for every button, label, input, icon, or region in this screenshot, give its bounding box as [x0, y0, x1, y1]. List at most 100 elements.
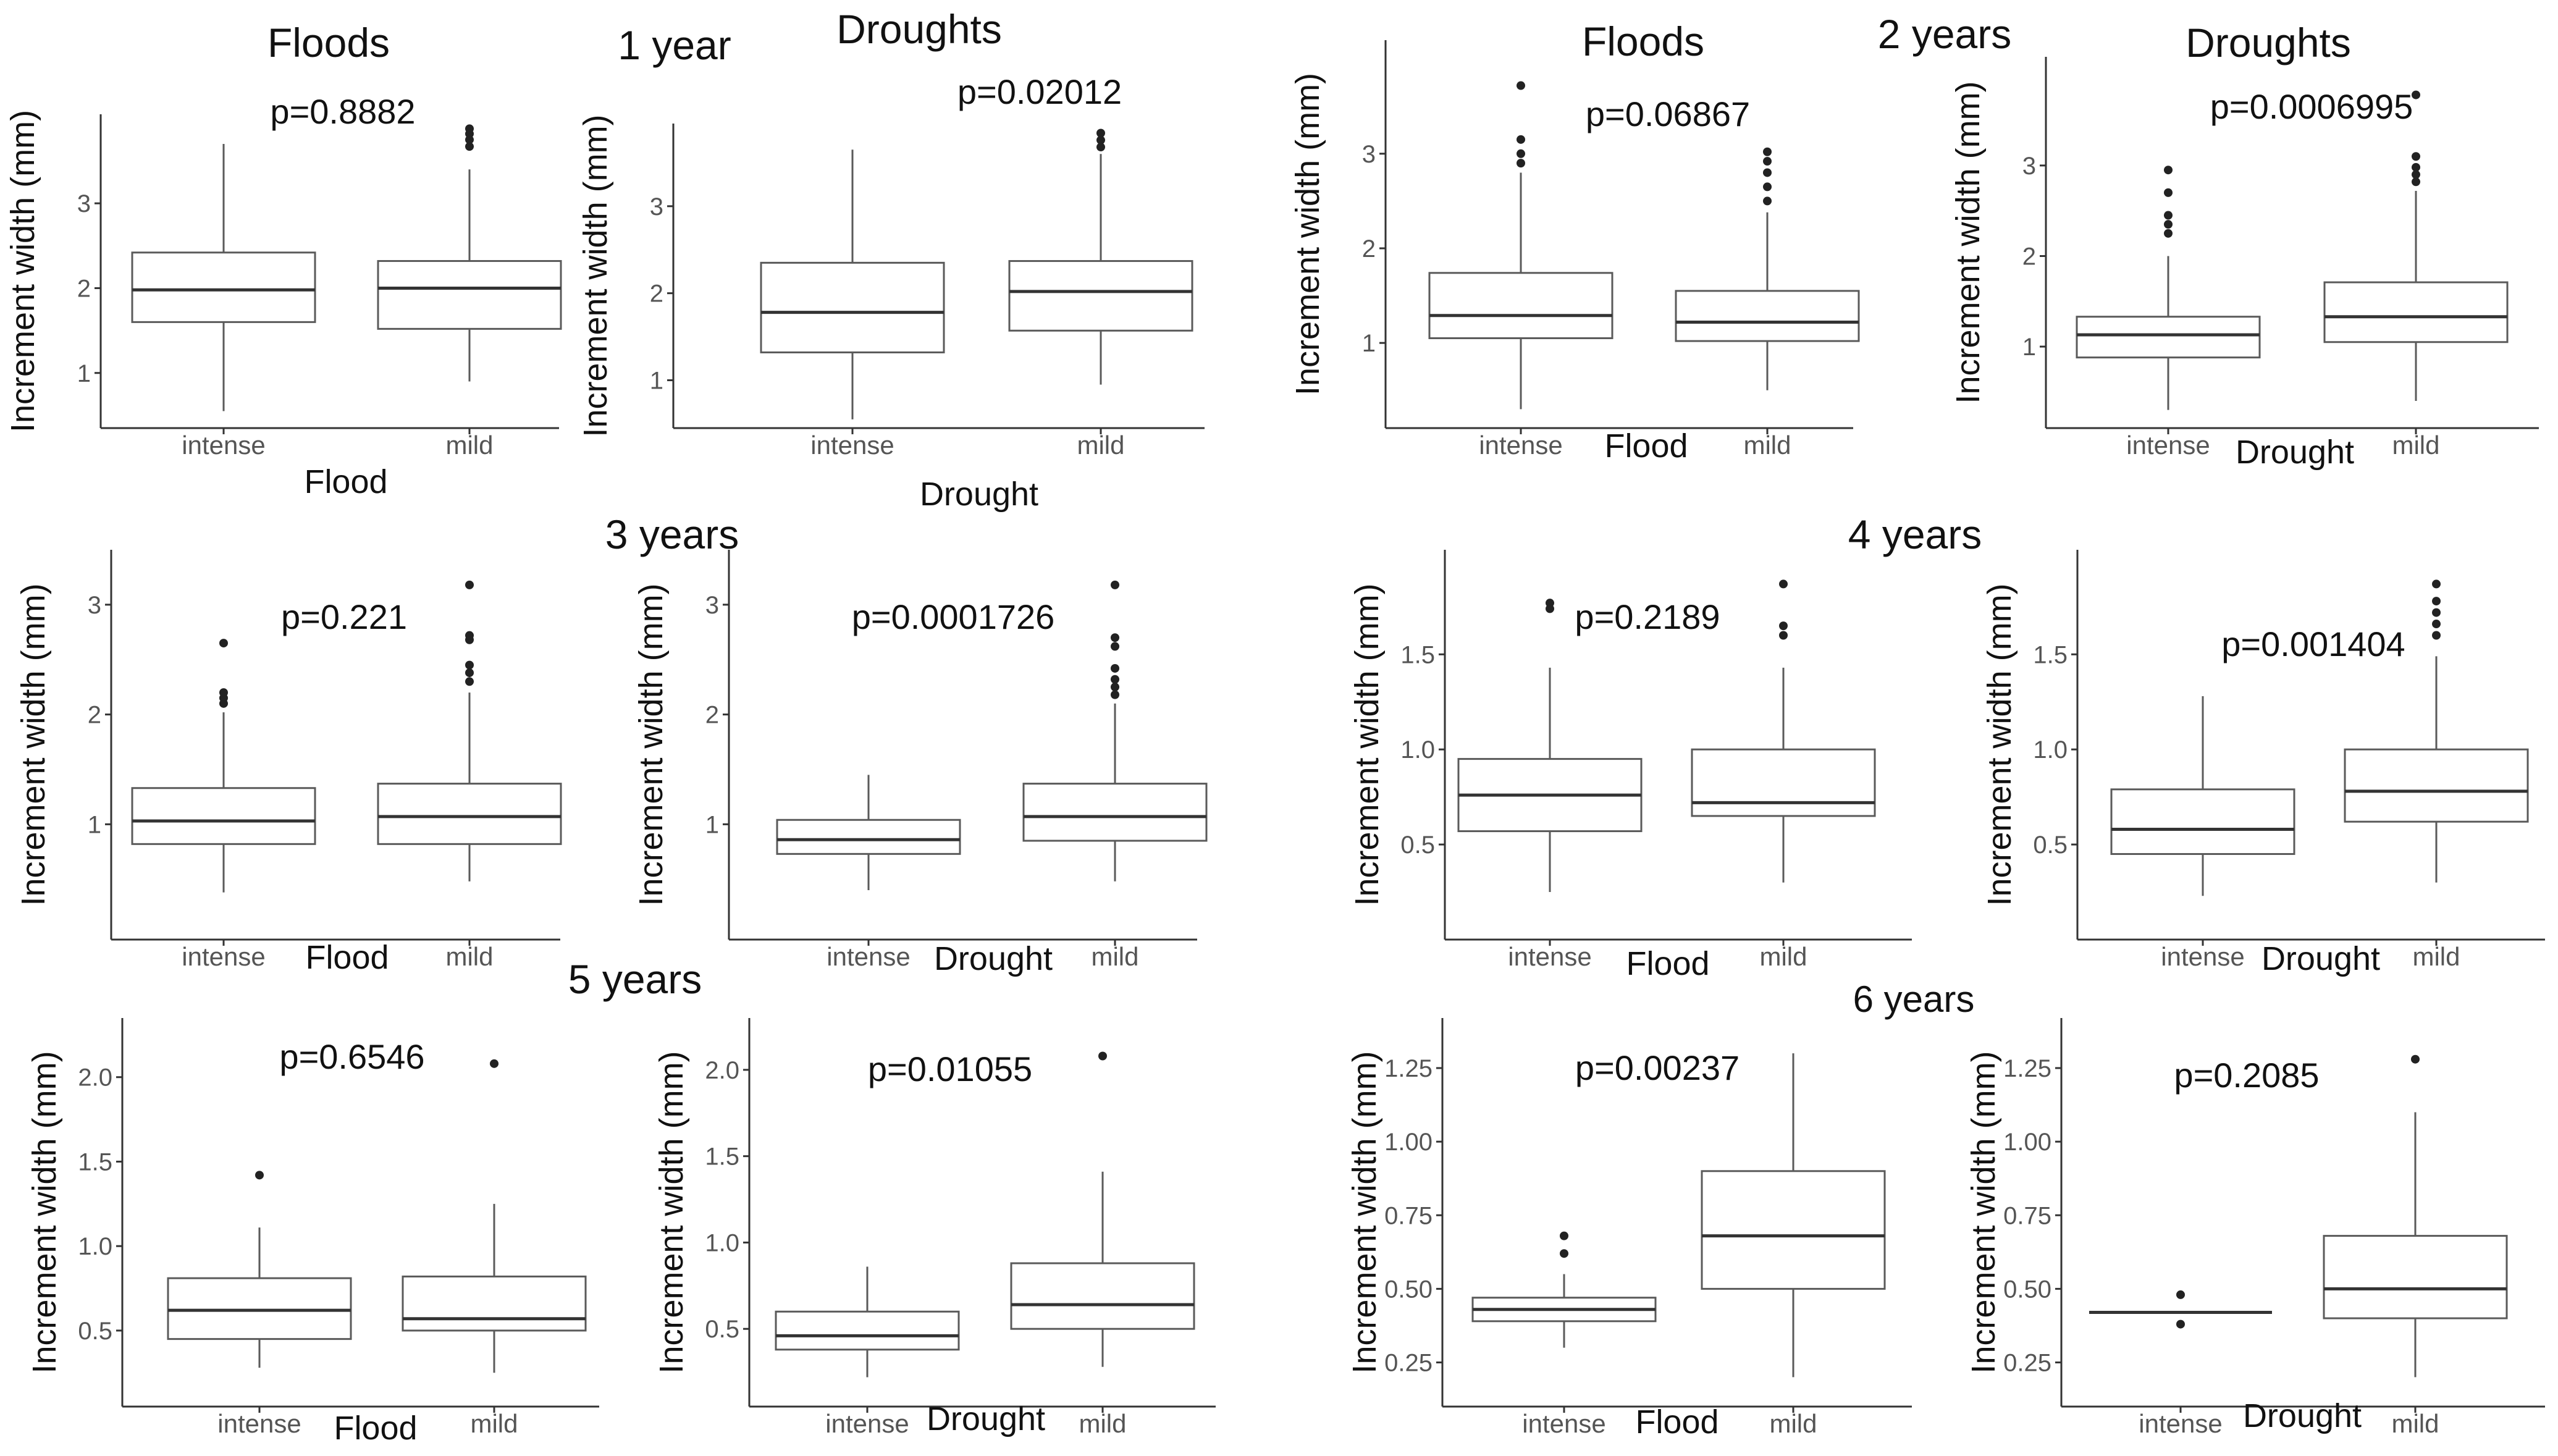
p-value-label: p=0.06867 [1586, 95, 1750, 133]
x-axis-title: Flood [305, 939, 389, 976]
outlier-point-mild [1111, 683, 1119, 692]
outlier-point-mild [2432, 608, 2441, 617]
panel-y1-drought: 1 2 3 Increment width (mm) Drought p=0.02012 i… [577, 72, 1205, 513]
y-axis-title: Increment width (mm) [1965, 1051, 2002, 1373]
x-tick-label-intense: intense [2161, 942, 2244, 971]
y-tick-label: 0.75 [1384, 1202, 1433, 1229]
y-tick-label: 0.50 [1384, 1276, 1433, 1303]
y-axis-title: Increment width (mm) [1289, 73, 1326, 395]
x-axis-title: Drought [2236, 434, 2354, 471]
y-axis-title: Increment width (mm) [1981, 583, 2018, 906]
y-tick-label: 3 [2022, 153, 2036, 180]
y-tick-label: 2 [77, 275, 91, 302]
box-mild [2323, 1235, 2508, 1319]
outlier-point-intense [1517, 81, 1525, 90]
box-mild [1008, 260, 1193, 332]
y-tick-label: 1.0 [1400, 736, 1435, 764]
x-axis-title: Drought [2243, 1397, 2362, 1434]
panel-y3-flood: 1 2 3 Increment width (mm) Flood p=0.221 inten… [15, 550, 562, 976]
x-tick-label-intense: intense [2139, 1409, 2222, 1438]
outlier-point-mild [1763, 196, 1772, 206]
y-tick-label: 1.25 [2003, 1055, 2051, 1082]
box-mild [402, 1275, 587, 1332]
y-tick-label: 3 [88, 592, 101, 619]
chart-panels: 1 2 3 Increment width (mm) Flood p=0.8882 inte… [4, 40, 2545, 1447]
y-tick-label: 1 [88, 811, 101, 838]
y-axis-title: Increment width (mm) [15, 583, 52, 906]
outlier-point-mild [2412, 162, 2420, 172]
droughts-title-2years: Droughts [2186, 20, 2351, 65]
y-tick-label: 1 [2022, 334, 2036, 361]
outlier-point-intense [1560, 1231, 1568, 1240]
y-tick-label: 0.25 [1384, 1350, 1433, 1377]
outlier-point-intense [1517, 159, 1525, 168]
x-tick-label-mild: mild [2392, 431, 2439, 460]
y-tick-label: 1.0 [705, 1229, 739, 1256]
y-tick-label: 1 [77, 360, 91, 387]
p-value-label: p=0.001404 [2221, 625, 2405, 663]
x-tick-label-mild: mild [470, 1409, 518, 1438]
box-intense [167, 1277, 352, 1340]
outlier-point-intense [2176, 1290, 2185, 1299]
box-mild [377, 783, 562, 845]
panel-y2-drought: 1 2 3 Increment width (mm) Drought p=0.000699… [1950, 57, 2539, 471]
outlier-point-mild [1763, 182, 1772, 191]
x-axis-title: Flood [304, 463, 387, 500]
p-value-label: p=0.00237 [1575, 1048, 1740, 1087]
x-tick-label-intense: intense [1522, 1409, 1605, 1438]
y-tick-label: 0.5 [1400, 831, 1435, 859]
period-label-3years: 3 years [605, 511, 739, 557]
y-tick-label: 1.25 [1384, 1055, 1433, 1082]
y-tick-label: 1.5 [705, 1143, 739, 1171]
x-tick-label-mild: mild [445, 942, 493, 971]
outlier-point-intense [1517, 135, 1525, 144]
box-intense [131, 251, 316, 323]
x-tick-label-mild: mild [1079, 1409, 1126, 1438]
y-tick-label: 2 [650, 280, 663, 308]
p-value-label: p=0.0006995 [2210, 87, 2413, 126]
x-tick-label-intense: intense [810, 431, 894, 460]
box-intense [131, 787, 316, 845]
y-tick-label: 3 [650, 193, 663, 221]
outlier-point-intense [1546, 599, 1554, 608]
y-tick-label: 2 [2022, 243, 2036, 270]
y-tick-label: 2 [1362, 235, 1376, 263]
y-tick-label: 0.75 [2003, 1202, 2051, 1229]
outlier-point-mild [465, 124, 474, 133]
x-tick-label-intense: intense [1508, 942, 1591, 971]
outlier-point-mild [1763, 147, 1772, 156]
y-tick-label: 1.00 [1384, 1129, 1433, 1156]
box-intense [1428, 272, 1613, 339]
x-axis-title: Flood [1626, 945, 1709, 982]
outlier-point-mild [1111, 633, 1119, 642]
outlier-point-mild [1111, 675, 1119, 684]
y-tick-label: 1.0 [2033, 736, 2068, 764]
y-axis-title: Increment width (mm) [633, 583, 670, 906]
panel-y4-drought: 0.5 1.0 1.5 Increment width (mm) Drought p=0.… [1981, 550, 2545, 977]
x-tick-label-intense: intense [182, 942, 265, 971]
y-axis-title: Increment width (mm) [653, 1051, 690, 1373]
x-tick-label-mild: mild [1077, 431, 1124, 460]
x-tick-label-intense: intense [2126, 431, 2210, 460]
y-tick-label: 1.5 [1400, 641, 1435, 668]
box-mild [377, 260, 562, 330]
panel-y1-flood: 1 2 3 Increment width (mm) Flood p=0.8882 inte… [4, 92, 562, 500]
panel-y3-drought: 1 2 3 Increment width (mm) Drought p=0.000172… [633, 550, 1208, 977]
outlier-point-intense [2164, 229, 2173, 238]
p-value-label: p=0.0001726 [852, 597, 1055, 636]
outlier-point-mild [1111, 690, 1119, 699]
box-intense [760, 261, 945, 353]
x-axis-title: Flood [1604, 427, 1688, 465]
outlier-point-mild [1763, 157, 1772, 166]
outlier-point-mild [1096, 135, 1105, 145]
x-tick-label-mild: mild [1091, 942, 1138, 971]
outlier-point-mild [1111, 580, 1119, 589]
x-tick-label-mild: mild [445, 431, 493, 460]
box-mild [2323, 281, 2509, 343]
y-axis-title: Increment width (mm) [1346, 1051, 1383, 1373]
outlier-point-mild [465, 135, 474, 145]
outlier-point-intense [2176, 1319, 2185, 1329]
y-tick-label: 3 [1362, 141, 1376, 168]
